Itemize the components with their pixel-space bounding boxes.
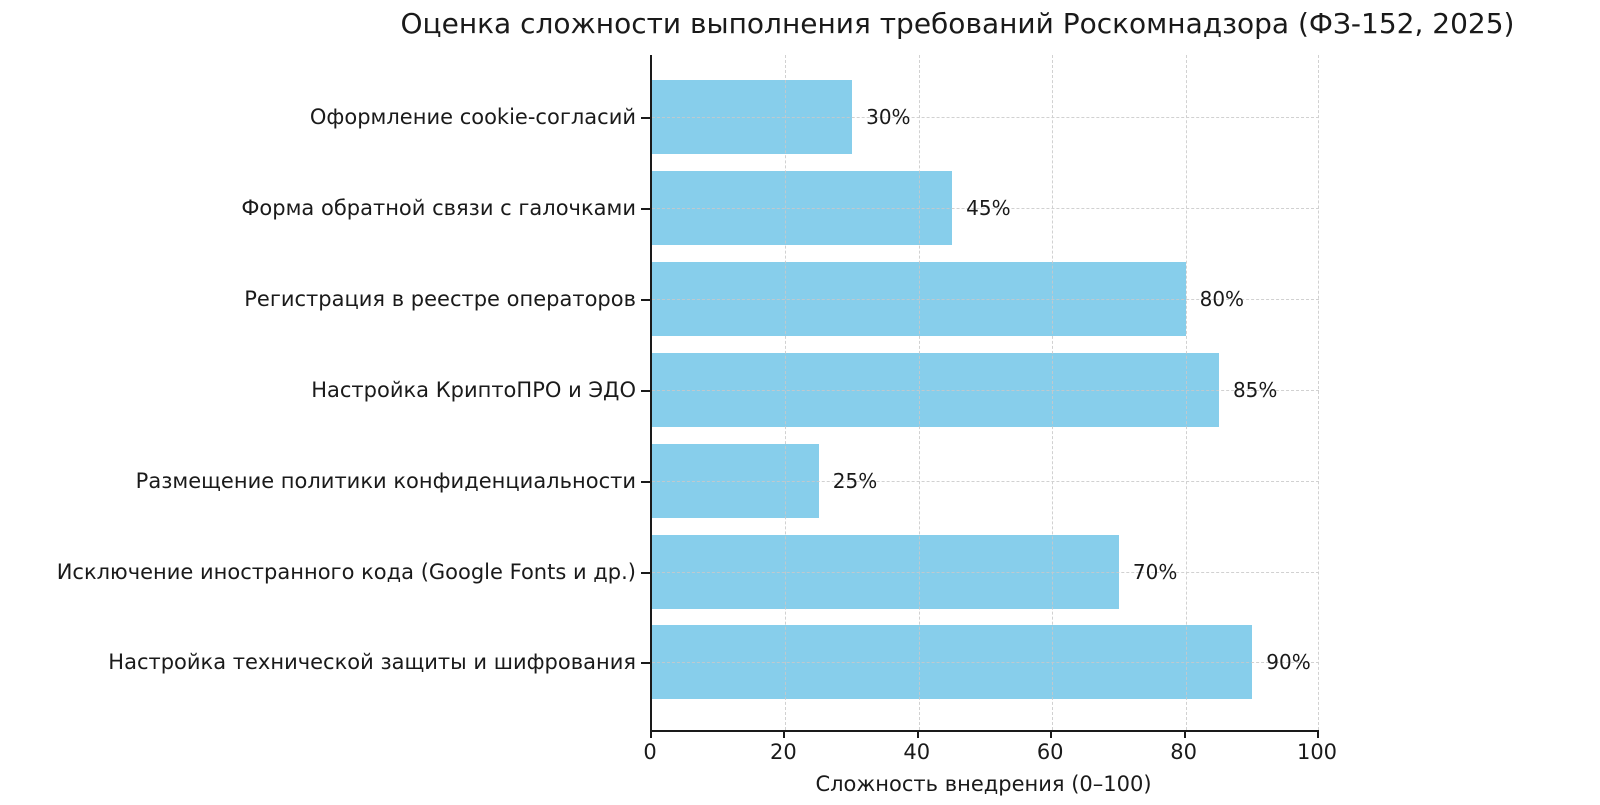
category-label-1: Форма обратной связи с галочками [241,195,636,220]
bar-value-labels-layer: 30% 45% 80% 85% 25% 70% 90% [652,55,1319,730]
category-label-3: Настройка КриптоПРО и ЭДО [311,377,636,402]
y-tick-3 [641,389,650,392]
x-tick-label-40: 40 [903,740,931,764]
x-tick-label-60: 60 [1036,740,1064,764]
x-tick-100 [1317,730,1319,738]
x-tick-label-80: 80 [1170,740,1197,764]
y-tick-0 [641,117,650,119]
bar-value-label-0: 30% [866,105,911,129]
x-tick-0 [650,730,652,738]
x-tick-label-100: 100 [1296,740,1338,764]
y-axis-category-labels: Оформление cookie-согласий Форма обратной… [0,55,636,730]
x-tick-label-0: 0 [643,740,657,764]
category-label-5: Исключение иностранного кода (Google Fon… [56,559,636,584]
y-tick-5 [641,571,650,574]
bar-value-label-4: 25% [832,468,878,493]
category-label-0: Оформление cookie-согласий [309,105,636,129]
y-tick-4 [641,480,650,483]
plot-area: 30% 45% 80% 85% 25% 70% 90% [650,55,1319,732]
category-label-2: Регистрация в реестре операторов [244,286,636,311]
chart-title: Оценка сложности выполнения требований Р… [400,7,1515,40]
x-tick-label-20: 20 [770,740,797,764]
x-tick-60 [1050,730,1053,738]
y-tick-6 [641,662,650,665]
bar-value-label-2: 80% [1199,286,1245,311]
y-tick-2 [641,298,650,301]
category-label-4: Размещение политики конфиденциальности [135,468,636,493]
bar-value-label-3: 85% [1232,377,1278,402]
x-tick-40 [916,730,919,738]
bar-value-label-1: 45% [966,195,1011,220]
category-label-6: Настройка технической защиты и шифровани… [108,650,636,675]
bar-value-label-5: 70% [1132,559,1178,584]
x-tick-80 [1183,730,1186,738]
x-axis-title: Сложность внедрения (0–100) [815,772,1152,796]
y-tick-1 [641,207,650,210]
bar-value-label-6: 90% [1266,650,1311,675]
x-tick-20 [783,730,786,738]
